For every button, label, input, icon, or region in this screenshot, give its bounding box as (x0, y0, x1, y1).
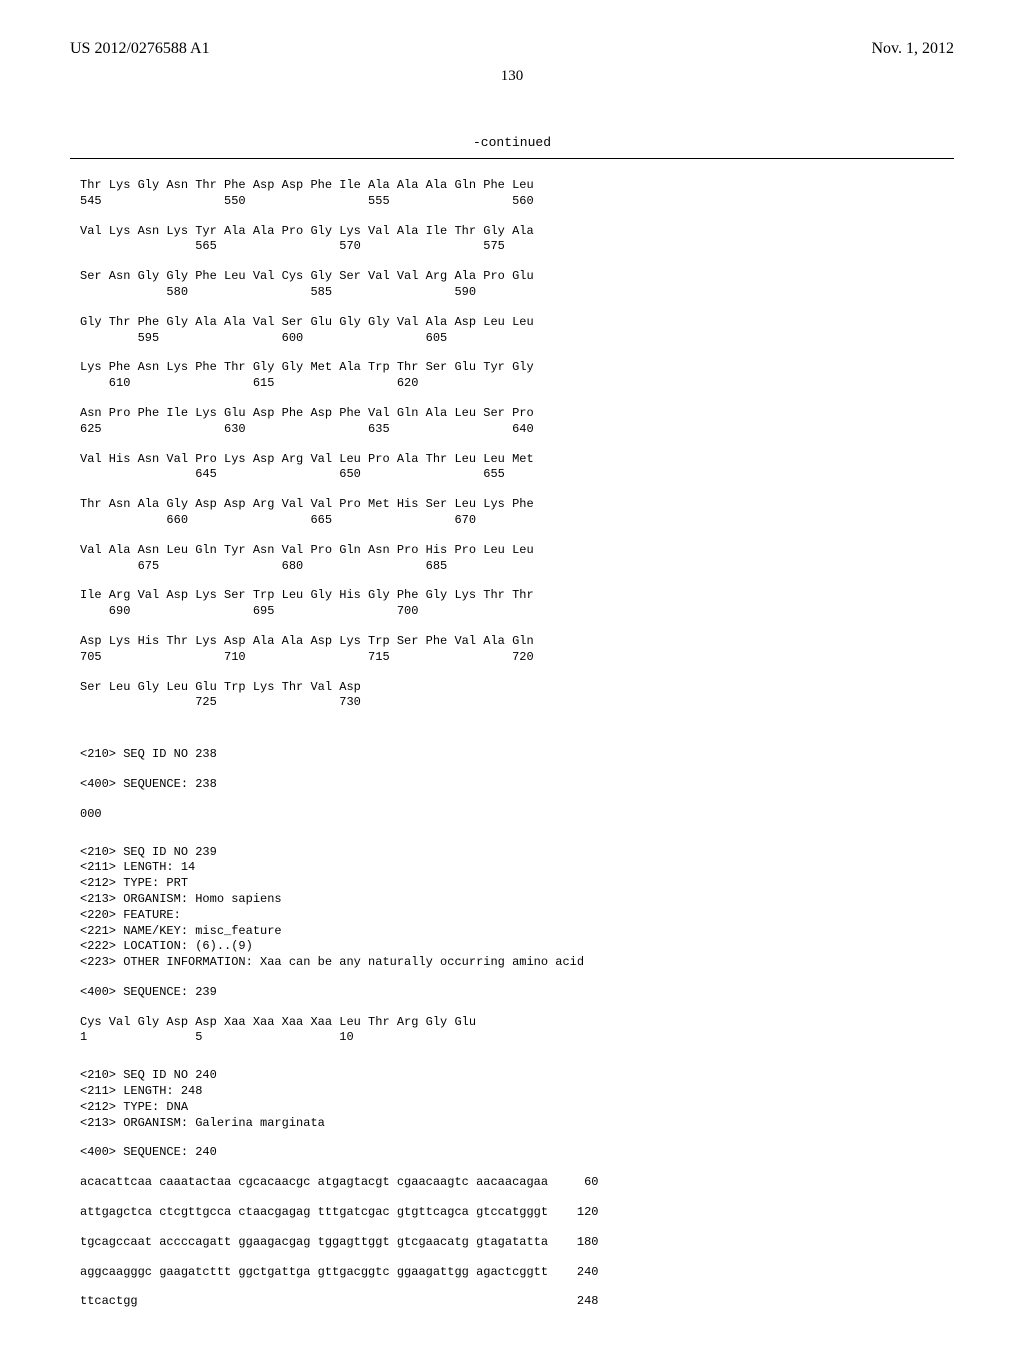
position-row: 625 630 635 640 (80, 423, 954, 437)
amino-acid-row: Val Ala Asn Leu Gln Tyr Asn Val Pro Gln … (80, 544, 954, 558)
amino-acid-row: Asn Pro Phe Ile Lys Glu Asp Phe Asp Phe … (80, 407, 954, 421)
seq-other-info: <223> OTHER INFORMATION: Xaa can be any … (80, 956, 954, 970)
seq-line: <400> SEQUENCE: 239 (80, 986, 954, 1000)
page-header: US 2012/0276588 A1 Nov. 1, 2012 (70, 40, 954, 58)
position-row: 1 5 10 (80, 1031, 954, 1045)
seq-id-line: <210> SEQ ID NO 239 (80, 846, 954, 860)
sequence-listing: Thr Lys Gly Asn Thr Phe Asp Asp Phe Ile … (80, 179, 954, 1325)
position-row: 645 650 655 (80, 468, 954, 482)
seq-organism: <213> ORGANISM: Homo sapiens (80, 893, 954, 907)
position-row: 705 710 715 720 (80, 651, 954, 665)
amino-acid-row: Val His Asn Val Pro Lys Asp Arg Val Leu … (80, 453, 954, 467)
seq-name-key: <221> NAME/KEY: misc_feature (80, 925, 954, 939)
patent-id: US 2012/0276588 A1 (70, 40, 210, 58)
seq-id-line: <210> SEQ ID NO 240 (80, 1069, 954, 1083)
seq-type: <212> TYPE: PRT (80, 877, 954, 891)
position-row: 690 695 700 (80, 605, 954, 619)
position-row: 610 615 620 (80, 377, 954, 391)
amino-acid-row: Asp Lys His Thr Lys Asp Ala Ala Asp Lys … (80, 635, 954, 649)
position-row: 595 600 605 (80, 332, 954, 346)
position-row: 725 730 (80, 696, 954, 710)
dna-row: acacattcaa caaatactaa cgcacaacgc atgagta… (80, 1176, 954, 1190)
amino-acid-row: Lys Phe Asn Lys Phe Thr Gly Gly Met Ala … (80, 361, 954, 375)
seq-value: 000 (80, 808, 954, 822)
horizontal-rule (70, 158, 954, 159)
page-number: 130 (70, 68, 954, 85)
seq-id-line: <210> SEQ ID NO 238 (80, 748, 954, 762)
dna-row: tgcagccaat accccagatt ggaagacgag tggagtt… (80, 1236, 954, 1250)
dna-row: attgagctca ctcgttgcca ctaacgagag tttgatc… (80, 1206, 954, 1220)
seq-line: <400> SEQUENCE: 238 (80, 778, 954, 792)
amino-acid-row: Ile Arg Val Asp Lys Ser Trp Leu Gly His … (80, 589, 954, 603)
position-row: 545 550 555 560 (80, 195, 954, 209)
publication-date: Nov. 1, 2012 (871, 40, 954, 58)
position-row: 660 665 670 (80, 514, 954, 528)
seq-line: <400> SEQUENCE: 240 (80, 1146, 954, 1160)
seq-organism: <213> ORGANISM: Galerina marginata (80, 1117, 954, 1131)
position-row: 675 680 685 (80, 560, 954, 574)
continued-label: -continued (70, 135, 954, 150)
seq-type: <212> TYPE: DNA (80, 1101, 954, 1115)
amino-acid-row: Ser Asn Gly Gly Phe Leu Val Cys Gly Ser … (80, 270, 954, 284)
amino-acid-row: Val Lys Asn Lys Tyr Ala Ala Pro Gly Lys … (80, 225, 954, 239)
position-row: 580 585 590 (80, 286, 954, 300)
amino-acid-row: Cys Val Gly Asp Asp Xaa Xaa Xaa Xaa Leu … (80, 1016, 954, 1030)
amino-acid-row: Ser Leu Gly Leu Glu Trp Lys Thr Val Asp (80, 681, 954, 695)
amino-acid-row: Gly Thr Phe Gly Ala Ala Val Ser Glu Gly … (80, 316, 954, 330)
position-row: 565 570 575 (80, 240, 954, 254)
seq-feature: <220> FEATURE: (80, 909, 954, 923)
seq-location: <222> LOCATION: (6)..(9) (80, 940, 954, 954)
seq-length: <211> LENGTH: 248 (80, 1085, 954, 1099)
seq-length: <211> LENGTH: 14 (80, 861, 954, 875)
dna-row: aggcaagggc gaagatcttt ggctgattga gttgacg… (80, 1266, 954, 1280)
dna-row: ttcactgg 248 (80, 1295, 954, 1309)
amino-acid-row: Thr Lys Gly Asn Thr Phe Asp Asp Phe Ile … (80, 179, 954, 193)
amino-acid-row: Thr Asn Ala Gly Asp Asp Arg Val Val Pro … (80, 498, 954, 512)
